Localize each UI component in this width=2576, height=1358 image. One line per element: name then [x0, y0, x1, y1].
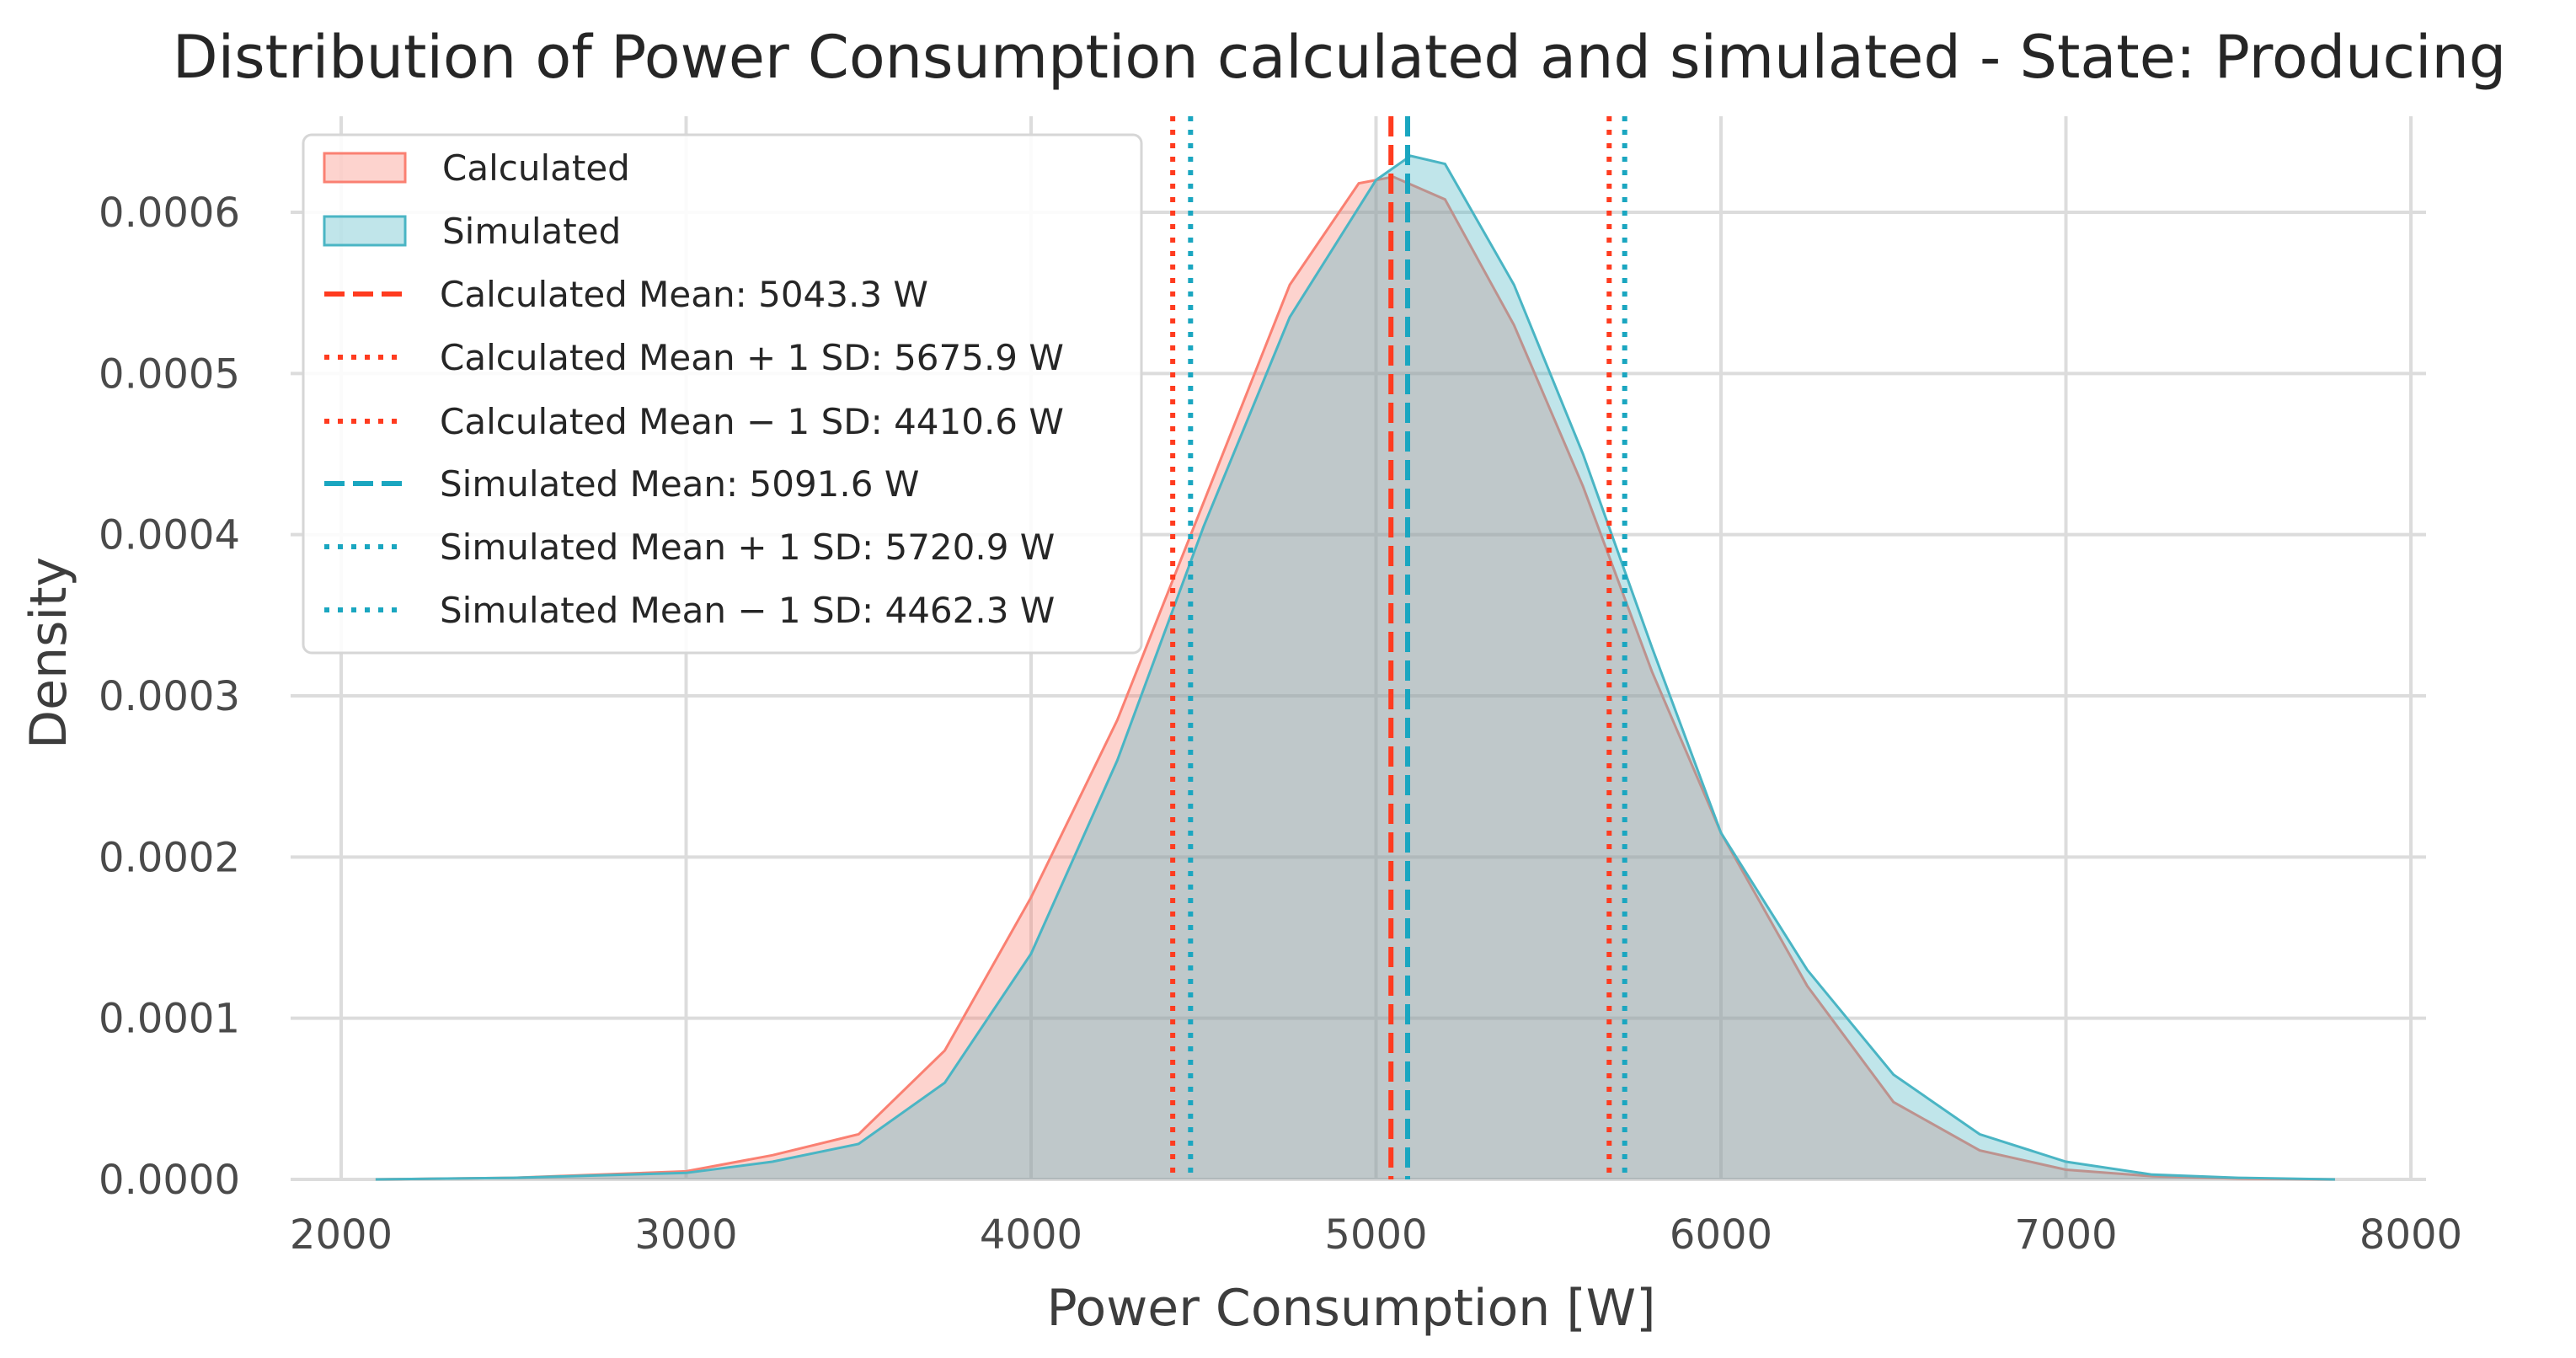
y-tick-label: 0.0005 — [99, 350, 240, 398]
legend-label: Simulated — [442, 211, 621, 252]
x-tick-label: 4000 — [980, 1211, 1082, 1259]
legend-label: Calculated Mean − 1 SD: 4410.6 W — [440, 401, 1064, 442]
legend-label: Calculated Mean: 5043.3 W — [440, 274, 928, 315]
y-tick-label: 0.0004 — [99, 512, 240, 559]
legend-label: Calculated — [442, 147, 630, 189]
y-axis-label: Density — [19, 557, 78, 749]
density-areas — [375, 154, 2335, 1181]
y-tick-label: 0.0003 — [99, 673, 240, 720]
legend-swatch — [323, 152, 407, 184]
x-tick-label: 6000 — [1670, 1211, 1772, 1259]
x-tick-label: 8000 — [2360, 1211, 2462, 1259]
legend-label: Simulated Mean: 5091.6 W — [440, 463, 919, 505]
simulated-density-area — [375, 156, 2335, 1179]
x-tick-label: 7000 — [2014, 1211, 2117, 1259]
legend-label: Simulated Mean + 1 SD: 5720.9 W — [440, 527, 1055, 568]
legend-swatch — [323, 215, 407, 247]
legend-label: Simulated Mean − 1 SD: 4462.3 W — [440, 590, 1055, 631]
x-tick-label: 3000 — [634, 1211, 737, 1259]
calculated-density-curve — [375, 175, 2335, 1181]
y-tick-label: 0.0001 — [99, 996, 240, 1043]
reference-lines — [1170, 116, 1627, 1179]
legend: Calculated Simulated Calculated Mean: 5043… — [302, 133, 1143, 655]
calculated-density-area — [375, 176, 2335, 1179]
x-tick-label: 2000 — [290, 1211, 393, 1259]
x-tick-label: 5000 — [1324, 1211, 1427, 1259]
y-axis-ticks: 0.0000 0.0001 0.0002 0.0003 0.0004 0.0005 0.00… — [99, 190, 240, 1204]
y-tick-label: 0.0000 — [99, 1157, 240, 1204]
x-axis-label: Power Consumption [W] — [1046, 1279, 1655, 1338]
x-axis-ticks: 2000 3000 4000 5000 6000 7000 8000 — [290, 1211, 2462, 1259]
simulated-density-curve — [375, 154, 2335, 1181]
y-tick-label: 0.0002 — [99, 834, 240, 881]
y-tick-label: 0.0006 — [99, 190, 240, 237]
legend-label: Calculated Mean + 1 SD: 5675.9 W — [440, 337, 1064, 378]
legend-box — [302, 133, 1143, 655]
chart-title: Distribution of Power Consumption calcul… — [173, 23, 2507, 92]
